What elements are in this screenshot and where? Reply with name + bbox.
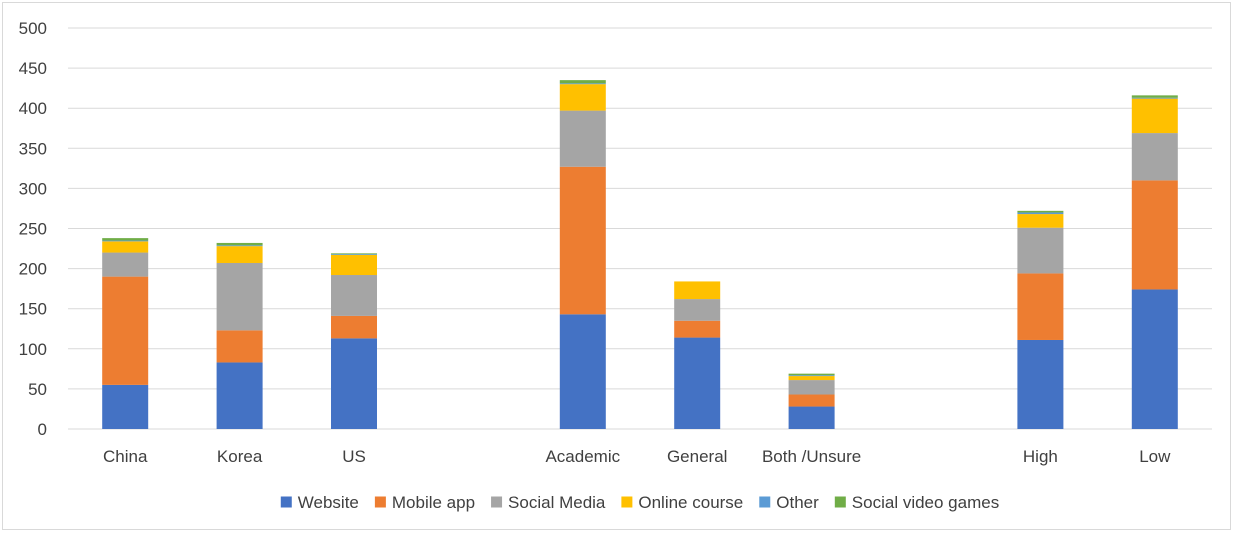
y-tick-label-150: 150 bbox=[19, 300, 47, 319]
bar-both-unsure-mobile-app bbox=[788, 394, 835, 407]
x-tick-label-us: US bbox=[342, 447, 366, 466]
y-tick-label-50: 50 bbox=[28, 380, 47, 399]
y-tick-label-350: 350 bbox=[19, 139, 47, 158]
bar-both-unsure-online-course bbox=[788, 376, 835, 381]
y-tick-label-450: 450 bbox=[19, 59, 47, 78]
x-tick-label-low: Low bbox=[1139, 447, 1171, 466]
bar-low-other bbox=[1131, 97, 1178, 99]
legend-swatch-website bbox=[280, 496, 292, 508]
legend-swatch-mobile-app bbox=[374, 496, 386, 508]
bar-china-social-media bbox=[102, 252, 149, 277]
x-tick-label-china: China bbox=[103, 447, 148, 466]
bar-us-website bbox=[331, 338, 377, 429]
y-tick-label-500: 500 bbox=[19, 19, 47, 38]
bar-academic-online-course bbox=[559, 84, 606, 111]
legend-swatch-other bbox=[759, 496, 771, 508]
bar-academic-social-media bbox=[559, 110, 606, 167]
legend-label-social-media: Social Media bbox=[508, 493, 606, 512]
legend-label-other: Other bbox=[776, 493, 819, 512]
x-tick-label-high: High bbox=[1023, 447, 1058, 466]
bar-general-mobile-app bbox=[674, 320, 721, 338]
bar-high-other bbox=[1017, 212, 1064, 215]
bar-low-online-course bbox=[1131, 98, 1178, 134]
bar-china-website bbox=[102, 384, 149, 429]
bar-us-online-course bbox=[331, 254, 377, 276]
bar-korea-online-course bbox=[216, 246, 263, 263]
bar-high-social-video-games bbox=[1017, 210, 1064, 213]
bar-academic-social-video-games bbox=[559, 80, 606, 84]
bar-korea-website bbox=[216, 362, 263, 429]
bar-us-social-video-games bbox=[331, 253, 377, 255]
bar-high-website bbox=[1017, 339, 1064, 429]
bar-low-website bbox=[1131, 289, 1178, 429]
bar-us-other bbox=[331, 254, 377, 255]
legend-label-social-video-games: Social video games bbox=[852, 493, 999, 512]
legend-label-online-course: Online course bbox=[638, 493, 743, 512]
bar-korea-other bbox=[216, 245, 263, 247]
legend-label-mobile-app: Mobile app bbox=[392, 493, 475, 512]
bar-both-unsure-social-media bbox=[788, 380, 835, 395]
bar-general-online-course bbox=[674, 281, 721, 300]
bar-high-social-media bbox=[1017, 227, 1064, 274]
bar-both-unsure-website bbox=[788, 406, 835, 429]
bar-academic-mobile-app bbox=[559, 166, 606, 315]
x-tick-label-academic: Academic bbox=[545, 447, 620, 466]
bar-china-online-course bbox=[102, 241, 149, 253]
bar-general-social-media bbox=[674, 299, 721, 321]
bar-academic-website bbox=[559, 314, 606, 429]
bar-china-mobile-app bbox=[102, 276, 149, 385]
bar-general-website bbox=[674, 337, 721, 429]
bar-both-unsure-other bbox=[788, 375, 835, 377]
y-tick-label-0: 0 bbox=[38, 420, 47, 439]
bar-both-unsure-social-video-games bbox=[788, 373, 835, 376]
bar-us-mobile-app bbox=[331, 315, 377, 339]
legend-swatch-social-video-games bbox=[834, 496, 846, 508]
legend-label-website: Website bbox=[298, 493, 359, 512]
y-tick-label-200: 200 bbox=[19, 260, 47, 279]
bar-low-social-video-games bbox=[1131, 95, 1178, 98]
bar-academic-other bbox=[559, 83, 606, 85]
legend-swatch-social-media bbox=[491, 496, 503, 508]
bar-korea-social-video-games bbox=[216, 242, 263, 246]
bar-high-mobile-app bbox=[1017, 273, 1064, 340]
x-tick-label-general: General bbox=[667, 447, 727, 466]
bar-low-mobile-app bbox=[1131, 180, 1178, 290]
bar-high-online-course bbox=[1017, 214, 1064, 228]
y-tick-label-400: 400 bbox=[19, 99, 47, 118]
bar-us-social-media bbox=[331, 275, 377, 316]
bar-low-social-media bbox=[1131, 133, 1178, 181]
legend-swatch-online-course bbox=[621, 496, 633, 508]
y-tick-label-300: 300 bbox=[19, 179, 47, 198]
x-tick-label-both-unsure: Both /Unsure bbox=[762, 447, 861, 466]
y-tick-label-100: 100 bbox=[19, 340, 47, 359]
x-tick-label-korea: Korea bbox=[217, 447, 263, 466]
bar-korea-social-media bbox=[216, 262, 263, 331]
bar-china-social-video-games bbox=[102, 238, 149, 241]
bar-china-other bbox=[102, 240, 149, 242]
y-tick-label-250: 250 bbox=[19, 220, 47, 239]
bar-korea-mobile-app bbox=[216, 330, 263, 363]
